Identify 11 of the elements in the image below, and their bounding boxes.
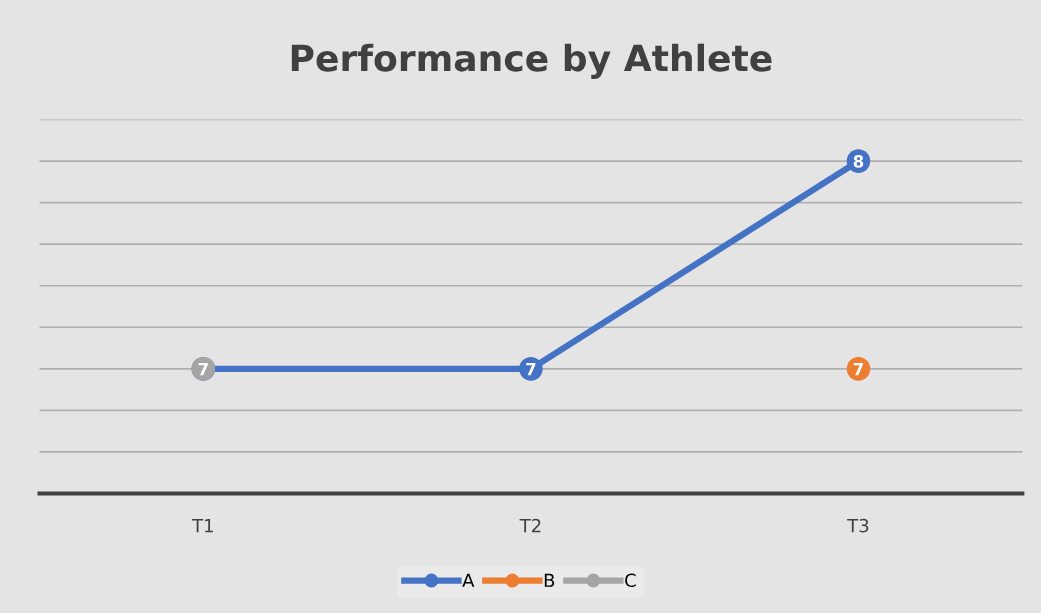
legend-label: A — [462, 573, 475, 587]
data-label: 7 — [198, 363, 208, 376]
data-label: 7 — [526, 363, 536, 376]
x-tick-label: T2 — [519, 518, 541, 533]
x-tick-label: T3 — [847, 518, 869, 533]
data-label: 8 — [853, 155, 864, 168]
data-label: 7 — [853, 363, 863, 376]
legend-label: B — [544, 573, 555, 587]
chart-title: Performance by Athlete — [291, 43, 772, 79]
x-tick-label: T1 — [192, 519, 213, 533]
legend-label: C — [625, 573, 636, 588]
